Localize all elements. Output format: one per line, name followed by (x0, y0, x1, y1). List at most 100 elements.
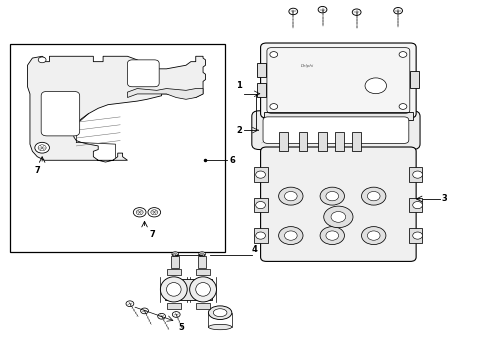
Bar (298, 132, 307, 151)
Ellipse shape (213, 309, 226, 317)
Circle shape (265, 128, 271, 132)
Circle shape (148, 208, 160, 217)
Circle shape (412, 202, 422, 209)
Text: 6: 6 (229, 156, 235, 165)
Circle shape (351, 126, 360, 132)
Circle shape (255, 171, 265, 178)
Circle shape (264, 127, 273, 134)
Circle shape (200, 253, 203, 256)
Circle shape (320, 127, 324, 130)
Circle shape (284, 192, 297, 201)
Bar (196, 303, 209, 309)
Bar (198, 256, 205, 268)
FancyBboxPatch shape (251, 111, 419, 149)
Circle shape (38, 57, 46, 63)
Bar (408, 228, 422, 243)
Circle shape (269, 51, 277, 57)
FancyBboxPatch shape (260, 147, 415, 261)
Text: 7: 7 (149, 230, 155, 239)
Text: 5: 5 (178, 323, 184, 332)
Circle shape (126, 301, 134, 307)
Circle shape (255, 202, 265, 209)
Bar (164, 279, 211, 300)
Bar (254, 198, 267, 212)
Text: 2: 2 (236, 126, 242, 135)
Bar (256, 83, 266, 97)
Circle shape (412, 232, 422, 239)
Circle shape (334, 126, 343, 132)
Circle shape (366, 231, 379, 240)
FancyBboxPatch shape (127, 60, 159, 87)
Bar (264, 112, 412, 120)
Circle shape (412, 171, 422, 178)
Text: 1: 1 (236, 81, 242, 90)
Text: 3: 3 (441, 194, 447, 203)
Circle shape (300, 127, 305, 130)
Circle shape (318, 126, 326, 132)
Polygon shape (127, 89, 203, 99)
Circle shape (172, 312, 180, 318)
Bar (171, 256, 179, 268)
Circle shape (38, 145, 46, 151)
Bar (279, 132, 287, 151)
Text: 4: 4 (251, 244, 257, 253)
Ellipse shape (208, 324, 231, 330)
Polygon shape (27, 56, 205, 162)
Circle shape (325, 192, 338, 201)
Circle shape (337, 127, 341, 130)
Circle shape (171, 252, 178, 257)
Bar (256, 63, 266, 77)
Circle shape (269, 104, 277, 109)
Ellipse shape (166, 283, 181, 296)
Bar (408, 198, 422, 212)
Bar (10, 44, 224, 252)
Circle shape (150, 210, 158, 215)
Bar (409, 71, 418, 89)
Circle shape (284, 231, 297, 240)
Circle shape (323, 206, 352, 228)
Circle shape (398, 51, 406, 57)
Circle shape (320, 226, 344, 244)
Circle shape (35, 142, 49, 153)
Circle shape (320, 187, 344, 205)
Text: 7: 7 (34, 166, 40, 175)
Circle shape (330, 212, 345, 222)
Bar (334, 132, 343, 151)
Circle shape (298, 126, 307, 132)
Circle shape (364, 78, 386, 94)
Bar (196, 269, 209, 275)
Circle shape (366, 192, 379, 201)
Circle shape (397, 127, 407, 134)
FancyBboxPatch shape (263, 117, 408, 143)
Bar (408, 167, 422, 182)
Circle shape (136, 210, 143, 215)
Circle shape (288, 8, 297, 15)
Circle shape (325, 231, 338, 240)
Circle shape (361, 226, 385, 244)
Circle shape (198, 252, 205, 257)
Circle shape (141, 308, 148, 314)
Bar (318, 132, 326, 151)
Bar (166, 303, 180, 309)
Circle shape (393, 8, 402, 14)
Circle shape (318, 6, 326, 13)
Ellipse shape (208, 306, 231, 319)
Circle shape (281, 127, 285, 130)
Circle shape (278, 226, 303, 244)
Ellipse shape (189, 277, 216, 302)
FancyBboxPatch shape (260, 43, 415, 118)
FancyBboxPatch shape (41, 91, 80, 136)
Circle shape (255, 232, 265, 239)
Circle shape (398, 104, 406, 109)
Circle shape (173, 253, 177, 256)
Ellipse shape (160, 277, 187, 302)
Bar (254, 228, 267, 243)
Circle shape (158, 314, 165, 319)
Bar (254, 167, 267, 182)
Text: Delphi: Delphi (300, 64, 313, 68)
Circle shape (353, 127, 358, 130)
Circle shape (351, 9, 360, 15)
Circle shape (361, 187, 385, 205)
Circle shape (279, 126, 287, 132)
Bar (351, 132, 360, 151)
